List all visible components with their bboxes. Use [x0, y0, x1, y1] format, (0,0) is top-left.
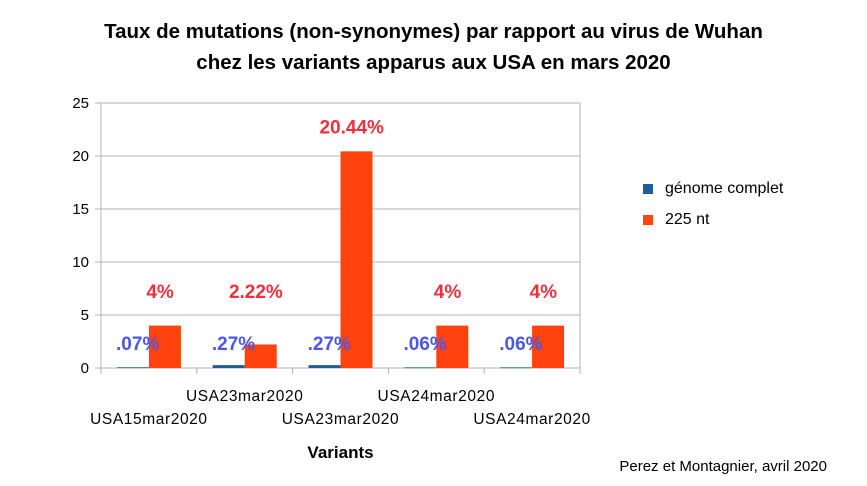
data-label-genome-complet: .27%	[212, 334, 255, 355]
data-label-genome-complet: .06%	[403, 334, 446, 355]
y-tick-label: 5	[81, 307, 89, 324]
x-category-label: USA15mar2020	[90, 411, 208, 428]
x-category-label: USA23mar2020	[282, 411, 400, 428]
bar-225-nt	[532, 325, 565, 368]
data-label-225-nt: 4%	[434, 282, 462, 303]
legend: génome complet 225 nt	[643, 180, 784, 228]
bar-225-nt	[340, 151, 373, 368]
y-tick-label: 15	[72, 201, 89, 218]
x-axis: USA15mar2020 USA23mar2020 USA23mar2020 USA2…	[90, 368, 591, 428]
data-label-genome-complet: .27%	[308, 334, 351, 355]
legend-label: génome complet	[665, 180, 784, 197]
data-label-genome-complet: .07%	[116, 334, 159, 355]
legend-swatch	[643, 184, 653, 194]
x-axis-title: Variants	[307, 443, 373, 462]
legend-swatch	[643, 215, 653, 225]
data-label-genome-complet: .06%	[499, 334, 542, 355]
source-credit: Perez et Montagnier, avril 2020	[619, 458, 827, 475]
data-label-225-nt: 2.22%	[229, 282, 283, 303]
chart-title-line-2: chez les variants apparus aux USA en mar…	[196, 51, 671, 74]
bar-genome-complet	[212, 365, 245, 368]
x-category-label: USA23mar2020	[186, 388, 304, 405]
bar-225-nt	[436, 325, 469, 368]
data-label-225-nt: 4%	[530, 282, 558, 303]
bar-225-nt	[148, 325, 181, 368]
bar-genome-complet	[404, 367, 437, 369]
y-tick-label: 0	[81, 360, 89, 377]
x-category-label: USA24mar2020	[378, 388, 496, 405]
data-label-225-nt: 4%	[146, 282, 174, 303]
bar-genome-complet	[308, 365, 341, 368]
legend-label: 225 nt	[665, 211, 710, 228]
y-axis: 0 5 10 15 20 25	[72, 95, 581, 377]
chart-title-line-1: Taux de mutations (non-synonymes) par ra…	[104, 20, 763, 43]
data-label-225-nt: 20.44%	[319, 117, 384, 138]
data-labels: .07% 4% .27% 2.22% .27% 20.44% .06% 4% .06% 4%	[116, 117, 557, 355]
y-tick-label: 25	[72, 95, 89, 112]
y-tick-label: 10	[72, 254, 89, 271]
bar-genome-complet	[500, 367, 533, 369]
x-category-label: USA24mar2020	[473, 411, 591, 428]
bars	[116, 151, 565, 369]
bar-225-nt	[244, 344, 277, 368]
y-tick-label: 20	[72, 148, 89, 165]
bar-genome-complet	[116, 367, 149, 369]
